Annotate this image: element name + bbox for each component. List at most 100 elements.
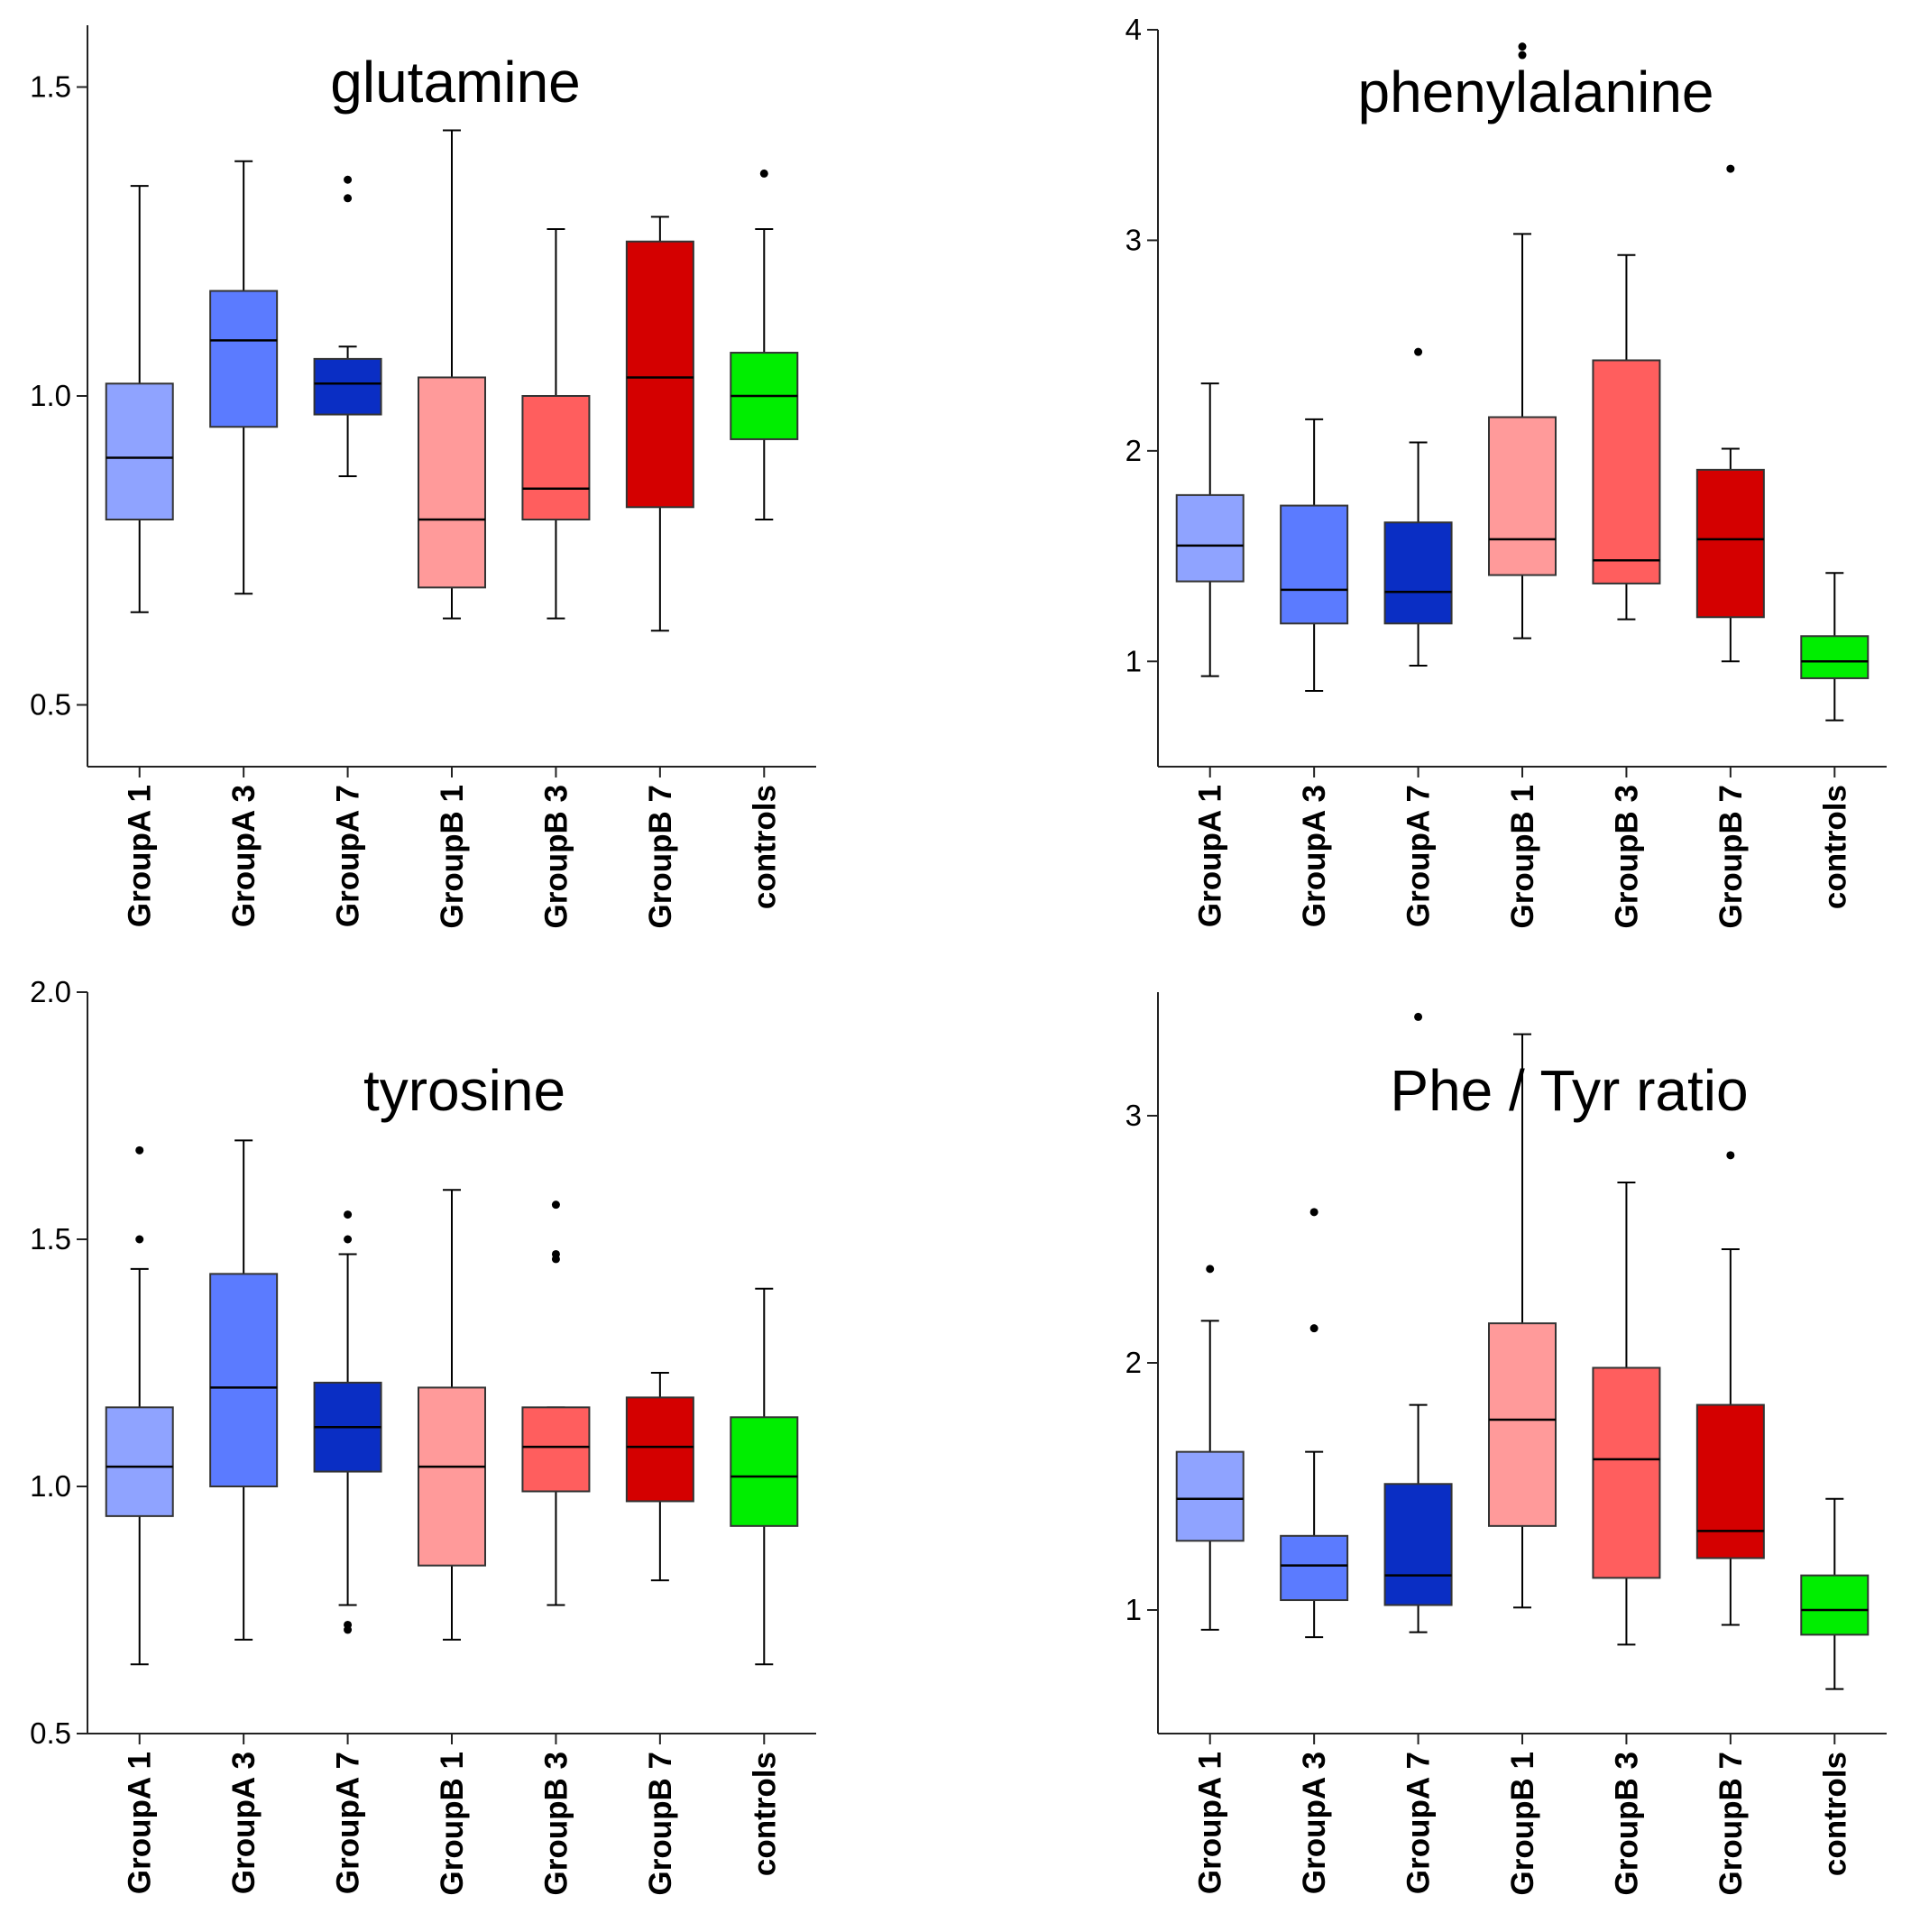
x-tick-label: GroupB 1 (1505, 1752, 1540, 1895)
x-tick-label: GroupB 1 (435, 785, 470, 928)
box-5 (1592, 253, 1661, 621)
box-body (209, 1273, 279, 1487)
panel-title: Phe / Tyr ratio (1390, 1058, 1748, 1123)
x-tick-label: GroupB 7 (643, 785, 678, 928)
outlier-point (1206, 1265, 1215, 1274)
box-4 (1488, 1033, 1557, 1609)
box-4 (418, 129, 486, 620)
box-body (1800, 635, 1870, 679)
x-tick-label: GroupB 7 (1713, 1752, 1749, 1895)
box-body (1695, 468, 1765, 619)
box-6 (1695, 164, 1765, 663)
y-tick-label: 3 (1125, 223, 1142, 256)
y-tick-label: 0.5 (30, 688, 71, 722)
outlier-point (344, 194, 353, 203)
x-tick-label: controls (747, 1752, 782, 1876)
box-body (1175, 493, 1245, 583)
outlier-point (344, 1210, 353, 1219)
x-tick-label: GroupA 7 (1401, 1752, 1437, 1894)
box-2 (1280, 418, 1349, 692)
outlier-point (1309, 1324, 1318, 1333)
outlier-point (1726, 1151, 1735, 1160)
chart-panel-3: tyrosine 0.5 1.0 1.5 2.0 GroupA 1 GroupA 3 Grou… (30, 975, 816, 1895)
outlier-point (551, 1201, 560, 1210)
x-tick-label: GroupA 3 (1297, 785, 1332, 927)
box-1 (105, 1145, 174, 1666)
box-body (105, 382, 174, 520)
box-7 (1800, 1497, 1870, 1690)
box-1 (1175, 1265, 1245, 1631)
y-tick-label: 2 (1125, 1346, 1142, 1379)
y-tick-label: 1 (1125, 644, 1142, 677)
box-body (1800, 1574, 1870, 1636)
y-tick-label: 1.0 (30, 379, 71, 412)
x-tick-label: GroupB 3 (538, 1752, 574, 1895)
box-6 (625, 216, 694, 632)
box-7 (1800, 572, 1870, 722)
x-tick-label: controls (747, 785, 782, 909)
y-tick-label: 1.5 (30, 1222, 71, 1256)
box-3 (1383, 1012, 1453, 1633)
box-3 (313, 1210, 382, 1634)
box-4 (418, 1189, 486, 1641)
box-body (1592, 359, 1661, 584)
x-tick-label: GroupB 1 (1505, 785, 1540, 928)
box-1 (105, 185, 174, 613)
box-4 (1488, 42, 1557, 639)
outlier-point (551, 1249, 560, 1258)
x-tick-label: GroupA 3 (226, 785, 262, 927)
outlier-point (344, 1235, 353, 1244)
box-body (1383, 521, 1453, 625)
x-tick-label: GroupB 7 (643, 1752, 678, 1895)
chart-panel-2: phenylalanine 1 2 3 4 GroupA 1 GroupA 3 GroupA … (1125, 13, 1887, 928)
outlier-point (135, 1235, 144, 1244)
box-6 (625, 1371, 694, 1582)
box-body (313, 357, 382, 416)
y-tick-label: 2.0 (30, 975, 71, 1008)
panel-title: tyrosine (363, 1058, 565, 1123)
x-tick-label: GroupA 7 (1401, 785, 1437, 927)
y-tick-label: 1.5 (30, 70, 71, 104)
y-tick-label: 3 (1125, 1099, 1142, 1132)
outlier-point (1414, 1012, 1423, 1021)
box-7 (730, 169, 799, 520)
outlier-point (1518, 42, 1527, 51)
panel-title: phenylalanine (1358, 60, 1714, 124)
x-tick-label: GroupA 1 (1193, 1752, 1228, 1894)
x-tick-label: controls (1817, 1752, 1852, 1876)
outlier-point (135, 1145, 144, 1155)
box-body (1695, 1403, 1765, 1559)
box-body (625, 1396, 694, 1503)
box-6 (1695, 1151, 1765, 1626)
y-tick-label: 4 (1125, 13, 1142, 46)
outlier-point (344, 175, 353, 184)
box-body (418, 1386, 486, 1567)
chart-panel-1: glutamine 0.5 1.0 1.5 GroupA 1 GroupA 3 GroupA… (30, 25, 816, 928)
x-tick-label: GroupA 1 (123, 785, 158, 927)
box-body (521, 1406, 591, 1493)
box-body (105, 1406, 174, 1517)
outlier-point (1726, 164, 1735, 173)
box-body (730, 1416, 799, 1527)
box-body (1280, 1534, 1349, 1602)
box-body (1175, 1450, 1245, 1542)
x-tick-label: GroupA 7 (331, 1752, 366, 1894)
x-tick-label: GroupA 1 (1193, 785, 1228, 927)
box-5 (1592, 1181, 1661, 1646)
x-tick-label: GroupA 1 (123, 1752, 158, 1894)
outlier-point (1414, 347, 1423, 356)
y-tick-label: 2 (1125, 434, 1142, 467)
y-tick-label: 0.5 (30, 1716, 71, 1750)
outlier-point (759, 169, 768, 178)
box-body (1488, 1322, 1557, 1527)
box-body (418, 376, 486, 589)
box-2 (209, 160, 279, 595)
box-1 (1175, 382, 1245, 677)
outlier-point (1518, 51, 1527, 60)
x-tick-label: controls (1817, 785, 1852, 909)
y-tick-label: 1 (1125, 1593, 1142, 1626)
box-body (1280, 504, 1349, 625)
box-3 (1383, 347, 1453, 667)
y-tick-label: 1.0 (30, 1469, 71, 1503)
